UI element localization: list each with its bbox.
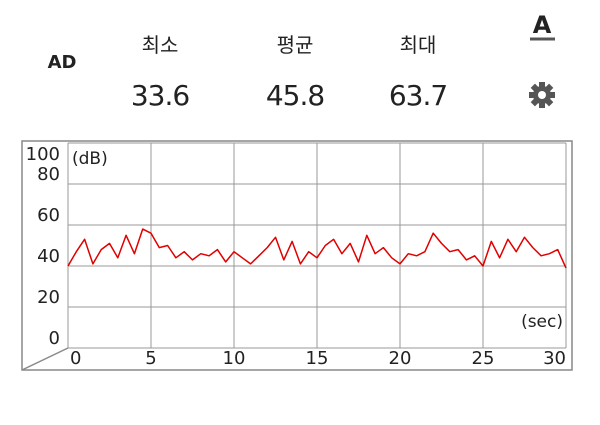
y-tick-label: 20	[37, 287, 60, 308]
y-unit: (dB)	[72, 149, 108, 169]
stat-value: 63.7	[389, 79, 447, 112]
stat-label: 최소	[142, 33, 179, 57]
x-tick-label: 10	[223, 348, 246, 369]
x-tick-label: 25	[472, 348, 495, 369]
x-tick-label: 30	[543, 348, 566, 369]
stat-value: 33.6	[131, 79, 190, 112]
x-tick-label: 5	[145, 348, 156, 369]
stat-label: 평균	[277, 33, 314, 57]
mode-label[interactable]: AD	[48, 52, 77, 73]
data-line	[67, 228, 567, 269]
y-tick-label: 80	[37, 164, 60, 185]
weighting-button[interactable]: A	[533, 11, 552, 39]
stat-value: 45.8	[266, 79, 324, 112]
gear-hole	[538, 91, 546, 99]
y-tick-label: 60	[37, 205, 60, 226]
stat-label: 최대	[400, 33, 437, 57]
y-tick-label: 0	[49, 328, 60, 349]
x-tick-label: 15	[306, 348, 329, 369]
settings-button[interactable]	[529, 82, 555, 108]
axis-corner	[21, 347, 69, 371]
y-tick-label: 100	[26, 144, 60, 165]
x-tick-label: 0	[70, 348, 81, 369]
x-unit: (sec)	[521, 312, 563, 332]
chart-frame	[21, 140, 573, 371]
x-tick-label: 20	[389, 348, 412, 369]
y-tick-label: 40	[37, 246, 60, 267]
